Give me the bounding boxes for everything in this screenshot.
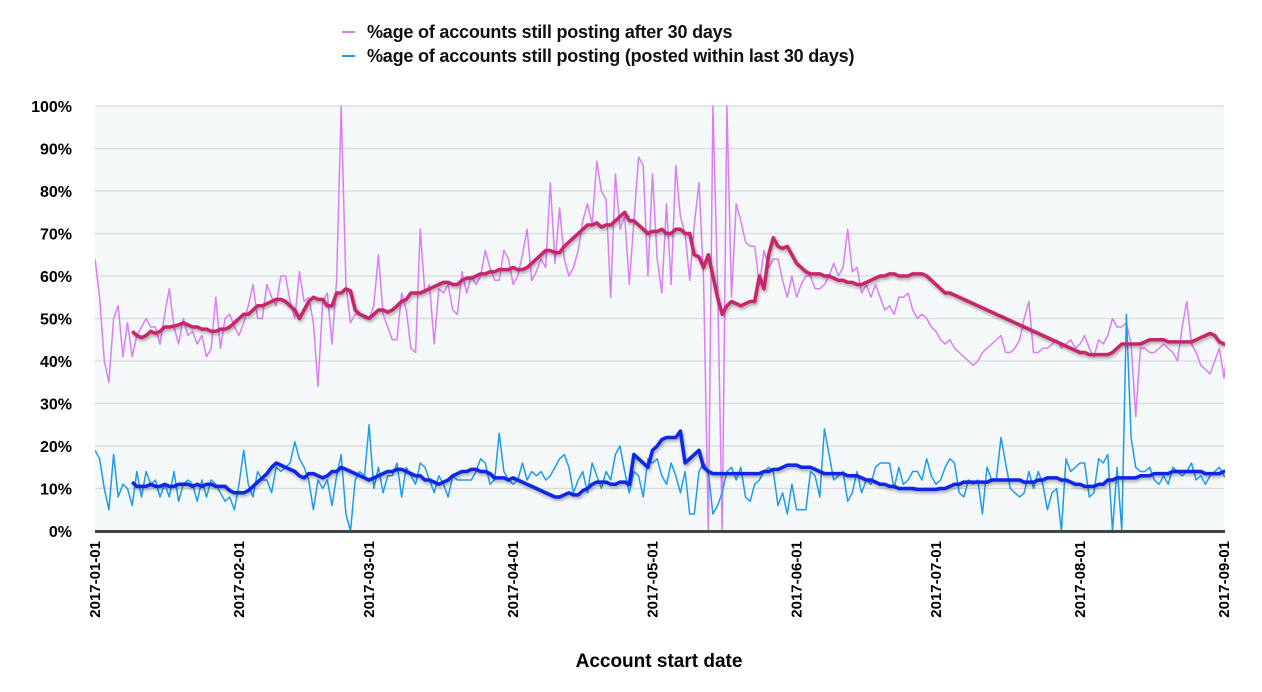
x-tick-label: 2017-02-01	[231, 541, 248, 618]
y-tick-label: 60%	[40, 269, 72, 286]
y-tick-label: 40%	[40, 354, 72, 371]
x-axis-label: Account start date	[576, 651, 743, 672]
legend-item-last-30-days[interactable]: %age of accounts still posting (posted w…	[342, 44, 854, 68]
y-tick-label: 10%	[40, 482, 72, 499]
series-smoothed-last-30-days	[131, 429, 1225, 499]
legend-label-after-30-days: %age of accounts still posting after 30 …	[367, 21, 733, 42]
y-tick-label: 30%	[40, 397, 72, 414]
y-tick-label: 70%	[40, 227, 72, 244]
x-axis-ticks: 2017-01-01 2017-02-01 2017-03-01 2017-04-01…	[87, 541, 1233, 618]
legend-swatch-last-30-days	[342, 55, 355, 57]
legend: %age of accounts still posting after 30 …	[342, 20, 854, 68]
y-axis-ticks: 0% 10% 20% 30% 40% 50% 60% 70% 80% 90% 100%	[31, 99, 72, 541]
x-tick-label: 2017-09-01	[1216, 541, 1233, 618]
y-tick-label: 100%	[31, 99, 72, 116]
x-tick-label: 2017-07-01	[928, 541, 945, 618]
y-tick-label: 50%	[40, 312, 72, 329]
series-layer	[95, 105, 1225, 532]
x-tick-label: 2017-08-01	[1072, 541, 1089, 618]
series-smoothed-after-30-days	[131, 210, 1225, 357]
legend-label-last-30-days: %age of accounts still posting (posted w…	[367, 45, 855, 66]
series-raw-after-30-days	[95, 105, 1225, 532]
x-tick-label: 2017-01-01	[87, 541, 104, 618]
y-tick-label: 90%	[40, 142, 72, 159]
y-tick-label: 0%	[49, 524, 72, 541]
x-tick-label: 2017-05-01	[645, 541, 662, 618]
legend-swatch-after-30-days	[342, 31, 355, 33]
x-tick-label: 2017-06-01	[789, 541, 806, 618]
y-tick-label: 80%	[40, 184, 72, 201]
x-tick-label: 2017-04-01	[505, 541, 522, 618]
y-tick-label: 20%	[40, 439, 72, 456]
legend-item-after-30-days[interactable]: %age of accounts still posting after 30 …	[342, 20, 854, 44]
series-raw-last-30-days	[95, 313, 1225, 532]
x-tick-label: 2017-03-01	[361, 541, 378, 618]
